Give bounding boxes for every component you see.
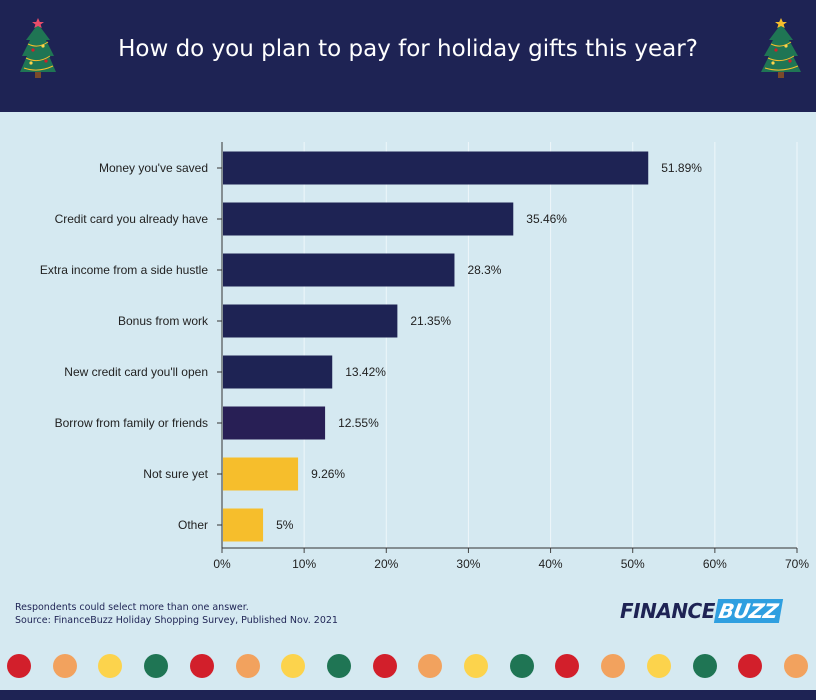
- category-label: Extra income from a side hustle: [40, 263, 208, 277]
- data-label: 9.26%: [311, 467, 345, 481]
- category-label: New credit card you'll open: [64, 365, 208, 379]
- bar: [223, 304, 398, 338]
- ornament-dot: [646, 654, 671, 678]
- bar: [223, 508, 264, 542]
- bar: [223, 406, 326, 440]
- ornament-dot: [189, 654, 214, 678]
- x-tick-label: 50%: [621, 557, 645, 571]
- chart-title: How do you plan to pay for holiday gifts…: [118, 36, 698, 62]
- header-banner: How do you plan to pay for holiday gifts…: [0, 0, 816, 112]
- category-label: Bonus from work: [118, 314, 209, 328]
- data-label: 5%: [276, 518, 294, 532]
- bar: [223, 151, 649, 185]
- ornament-dot: [326, 654, 351, 678]
- ornament-dot: [464, 654, 488, 678]
- ornament-dot: [372, 654, 397, 678]
- category-label: Not sure yet: [143, 467, 208, 481]
- category-label: Credit card you already have: [55, 212, 209, 226]
- footnote-note: Respondents could select more than one a…: [15, 602, 249, 613]
- x-tick-label: 20%: [374, 557, 398, 571]
- ornament-dot: [7, 654, 31, 678]
- data-label: 12.55%: [338, 416, 379, 430]
- category-label: Other: [178, 518, 208, 532]
- ornament-dot: [98, 654, 123, 678]
- ornament-dot: [555, 654, 580, 678]
- bar: [223, 253, 455, 287]
- bar-chart: 0% 10% 20% 30% 40% 50% 60% 70% Money you've save…: [40, 142, 809, 571]
- x-tick-label: 10%: [292, 557, 316, 571]
- data-label: 35.46%: [526, 212, 567, 226]
- data-label: 21.35%: [410, 314, 451, 328]
- ornament-dot: [52, 654, 77, 678]
- data-label: 28.3%: [467, 263, 501, 277]
- ornament-dots-row: [0, 652, 816, 680]
- ornament-dot: [509, 654, 534, 678]
- ornament-dot: [738, 654, 763, 678]
- data-label: 13.42%: [345, 365, 386, 379]
- x-tick-label: 70%: [785, 557, 809, 571]
- bar: [223, 202, 514, 236]
- logo-part-buzz: BUZZ: [713, 599, 783, 623]
- bar: [223, 457, 299, 491]
- x-tick-label: 0%: [213, 557, 231, 571]
- ornament-dot: [601, 654, 626, 678]
- ornament-dot: [235, 654, 260, 678]
- financebuzz-logo: FINANCEBUZZ: [620, 599, 783, 623]
- bottom-bar: [0, 690, 816, 700]
- ornament-dot: [783, 654, 808, 678]
- ornament-dot: [692, 654, 717, 678]
- x-tick-label: 40%: [539, 557, 563, 571]
- x-tick-label: 30%: [456, 557, 480, 571]
- ornament-dot: [144, 654, 169, 678]
- data-label: 51.89%: [661, 161, 702, 175]
- footnote-source: Source: FinanceBuzz Holiday Shopping Sur…: [15, 615, 338, 626]
- bar: [223, 355, 333, 389]
- christmas-tree-icon: [761, 18, 801, 78]
- ornament-dot: [418, 654, 443, 678]
- logo-part-finance: FINANCE: [620, 599, 715, 623]
- ornament-dot: [281, 654, 306, 678]
- category-label: Borrow from family or friends: [55, 416, 208, 430]
- category-label: Money you've saved: [99, 161, 208, 175]
- christmas-tree-icon: [20, 18, 56, 78]
- x-tick-label: 60%: [703, 557, 727, 571]
